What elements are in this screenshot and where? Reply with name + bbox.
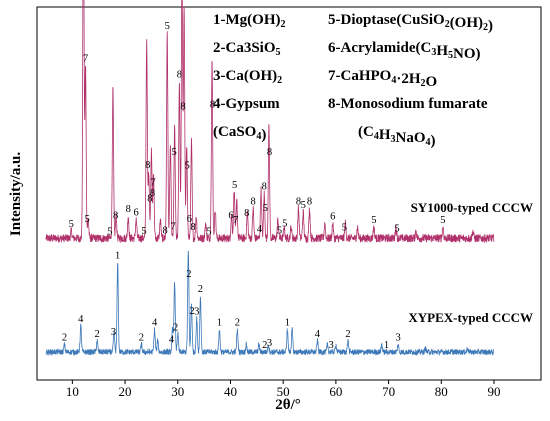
peak-label: 8: [251, 196, 256, 207]
peak-label: 8: [262, 181, 267, 192]
peak-label: 7: [83, 53, 88, 64]
series-name: SY1000-typed CCCW: [411, 200, 533, 215]
peak-label: 3: [194, 306, 199, 317]
peak-label: 8: [162, 225, 167, 236]
peak-label: 8: [190, 222, 195, 233]
peak-label: 5: [141, 226, 146, 237]
x-tick-label: 50: [277, 384, 290, 399]
legend-entry: 3-Ca(OH)2: [213, 68, 282, 86]
peak-label: 5: [171, 147, 176, 158]
legend-entry: 7-CaHPO4·2H2O: [328, 68, 437, 90]
x-axis: 10 20 30 40 50 60 70 80 90: [66, 380, 501, 399]
peak-label: 8: [145, 160, 150, 171]
x-tick-label: 80: [435, 384, 448, 399]
peak-label: 2: [262, 340, 267, 351]
peak-label: 8: [307, 196, 312, 207]
peak-label: 2: [62, 333, 67, 344]
peak-label: 4: [78, 314, 84, 325]
peak-label: 2: [94, 329, 99, 340]
peak-label: 5: [282, 218, 287, 229]
peak-label: 8: [180, 102, 185, 113]
peak-label: 5: [371, 215, 376, 226]
peak-label: 6: [228, 210, 233, 221]
peak-label: 2: [345, 329, 350, 340]
peak-label: 8: [126, 204, 131, 215]
series-line: [45, 250, 495, 357]
peak-label: 5: [277, 225, 282, 236]
peak-label: 2: [198, 284, 203, 295]
legend: 1-Mg(OH)2 2-Ca3SiO5 3-Ca(OH)2 4-Gypsum (CaSO…: [213, 12, 493, 149]
legend-entry: 6-Acrylamide(C3H5NO): [328, 40, 480, 62]
peak-label: 5: [232, 180, 237, 191]
legend-entry: (CaSO4): [213, 124, 266, 143]
peak-label: 2: [186, 269, 191, 280]
peak-label: 6: [187, 214, 192, 225]
peak-label: 8: [296, 196, 301, 207]
peak-label: 7: [233, 215, 238, 226]
peak-label: 5: [165, 21, 170, 32]
peak-label: 5: [69, 219, 74, 230]
peak-label: 6: [134, 208, 139, 219]
plot-frame: [36, 6, 542, 381]
legend-entry: 1-Mg(OH)2: [213, 12, 285, 30]
legend-entry: 2-Ca3SiO5: [213, 40, 281, 58]
peak-label: 1: [285, 318, 290, 329]
peak-label: 1: [217, 318, 222, 329]
x-tick-label: 70: [382, 384, 395, 399]
peak-label: 8: [267, 147, 272, 158]
peak-label: 5: [107, 226, 112, 237]
peak-label: 8: [150, 188, 155, 199]
x-tick-label: 20: [119, 384, 132, 399]
peak-label: 1: [115, 251, 120, 262]
peak-label: 4: [169, 334, 175, 345]
peak-label: 1: [384, 340, 389, 351]
legend-entry: (C4H3NaO4): [358, 124, 436, 149]
legend-entry: 8-Monosodium fumarate: [328, 96, 488, 112]
series-layer: [45, 0, 495, 357]
peak-label: 2: [173, 322, 178, 333]
peak-label: 4: [257, 224, 263, 235]
peak-label: 5: [342, 223, 347, 234]
series-name: XYPEX-typed CCCW: [408, 310, 533, 325]
peak-label: 5: [440, 215, 445, 226]
peak-label: 3: [267, 338, 272, 349]
peak-label: 8: [177, 70, 182, 81]
peak-label: 8: [210, 100, 215, 111]
peak-label: 8: [147, 194, 152, 205]
peak-label: 5: [185, 160, 190, 171]
series-line: [45, 0, 495, 244]
x-tick-label: 30: [171, 384, 184, 399]
x-axis-title: 2θ/°: [275, 397, 301, 413]
peak-label: 3: [395, 333, 400, 344]
peak-label: 8: [244, 208, 249, 219]
y-axis-title: Intensity/a.u.: [8, 152, 24, 236]
peak-label: 2: [139, 333, 144, 344]
peak-label: 2: [235, 318, 240, 329]
peak-label: 4: [315, 329, 321, 340]
x-tick-label: 10: [66, 384, 79, 399]
peak-label: 4: [152, 318, 158, 329]
series-name-layer: SY1000-typed CCCW XYPEX-typed CCCW: [408, 200, 533, 325]
x-tick-label: 90: [488, 384, 501, 399]
peak-label: 5: [301, 200, 306, 211]
x-tick-label: 60: [329, 384, 342, 399]
legend-entry: 4-Gypsum: [213, 96, 280, 112]
peak-label: 3: [111, 327, 116, 338]
peak-label: 5: [206, 226, 211, 237]
x-tick-label: 40: [224, 384, 237, 399]
peak-label: 5: [263, 203, 268, 214]
peak-label: 5: [394, 223, 399, 234]
peak-label: 7: [170, 221, 175, 232]
peak-label: 3: [329, 340, 334, 351]
peak-label: 5: [84, 214, 89, 225]
peak-label-layer: 5867558865887858758856858675884858558586…: [62, 21, 446, 351]
peak-label: 7: [150, 178, 155, 189]
legend-entry: 5-Dioptase(CuSiO2(OH)2): [328, 12, 493, 34]
peak-label: 8: [113, 210, 118, 221]
peak-label: 6: [330, 211, 335, 222]
peak-label: 2: [189, 306, 194, 317]
